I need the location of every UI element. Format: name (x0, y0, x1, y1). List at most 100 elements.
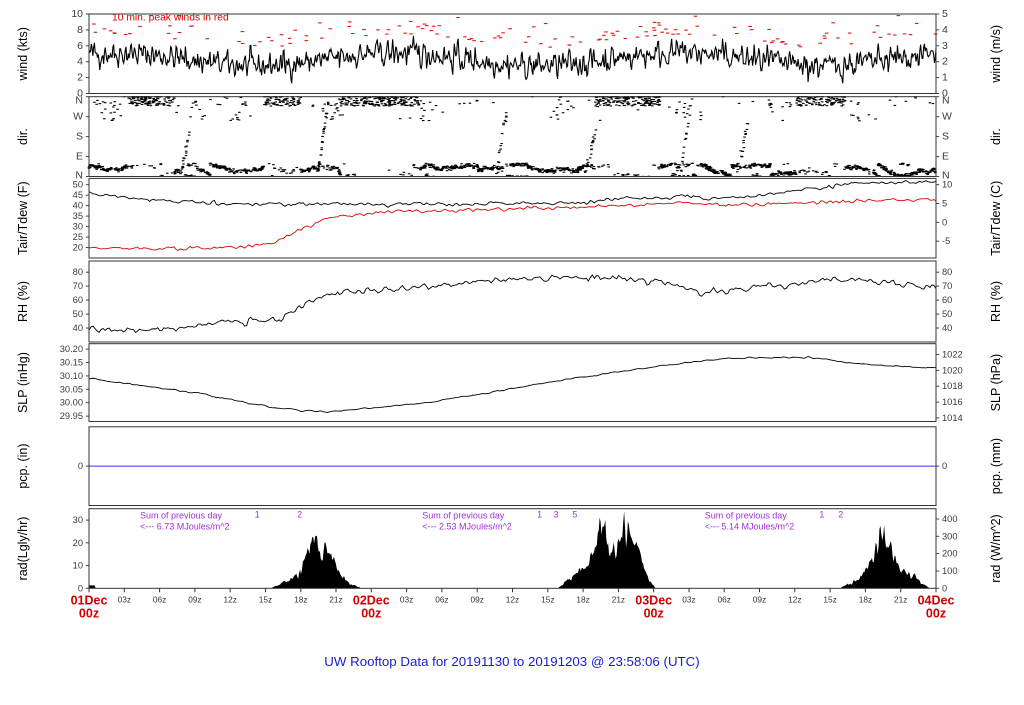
svg-text:2: 2 (838, 510, 843, 520)
svg-text:80: 80 (73, 267, 83, 277)
svg-text:400: 400 (942, 514, 958, 524)
svg-text:2: 2 (77, 72, 83, 84)
svg-text:10 min. peak winds in red: 10 min. peak winds in red (112, 12, 229, 23)
svg-text:12z: 12z (224, 594, 237, 604)
svg-text:30.00: 30.00 (60, 398, 83, 408)
svg-text:10: 10 (73, 561, 83, 571)
svg-text:18z: 18z (859, 594, 872, 604)
svg-text:03z: 03z (682, 594, 695, 604)
svg-text:Sum of previous day: Sum of previous day (422, 511, 505, 521)
svg-text:rad (W/m^2): rad (W/m^2) (989, 514, 1003, 582)
svg-text:E: E (942, 151, 949, 163)
svg-text:2: 2 (942, 56, 948, 68)
svg-text:300: 300 (942, 531, 958, 541)
svg-text:04Dec: 04Dec (918, 593, 955, 607)
svg-text:5: 5 (942, 199, 947, 209)
svg-text:35: 35 (73, 211, 83, 221)
svg-text:RH (%): RH (%) (16, 281, 30, 322)
svg-text:30: 30 (73, 222, 83, 232)
svg-text:100: 100 (942, 566, 958, 576)
svg-text:03Dec: 03Dec (635, 593, 672, 607)
svg-text:<--- 5.14 MJoules/m^2: <--- 5.14 MJoules/m^2 (705, 522, 795, 532)
svg-text:dir.: dir. (16, 128, 30, 145)
svg-text:Sum of previous day: Sum of previous day (140, 511, 223, 521)
svg-text:70: 70 (73, 281, 83, 291)
svg-text:<--- 2.53 MJoules/m^2: <--- 2.53 MJoules/m^2 (422, 522, 512, 532)
svg-text:03z: 03z (118, 594, 131, 604)
svg-text:40: 40 (73, 201, 83, 211)
svg-text:06z: 06z (153, 594, 166, 604)
svg-text:dir.: dir. (989, 128, 1003, 145)
svg-text:1022: 1022 (942, 350, 963, 360)
svg-text:00z: 00z (926, 606, 946, 620)
svg-text:<--- 6.73 MJoules/m^2: <--- 6.73 MJoules/m^2 (140, 522, 230, 532)
svg-text:10: 10 (71, 8, 83, 20)
svg-text:15z: 15z (823, 594, 836, 604)
svg-text:29.95: 29.95 (60, 411, 83, 421)
svg-text:4: 4 (77, 56, 83, 68)
svg-text:20: 20 (73, 243, 83, 253)
svg-text:wind (kts): wind (kts) (16, 27, 30, 81)
svg-text:60: 60 (942, 295, 952, 305)
svg-text:1014: 1014 (942, 413, 963, 423)
svg-text:1: 1 (255, 510, 260, 520)
svg-text:1: 1 (819, 510, 824, 520)
svg-text:45: 45 (73, 190, 83, 200)
svg-text:50: 50 (942, 309, 952, 319)
svg-text:10: 10 (942, 180, 952, 190)
svg-text:W: W (942, 111, 952, 123)
svg-text:18z: 18z (294, 594, 307, 604)
svg-text:N: N (942, 95, 950, 107)
svg-text:15z: 15z (541, 594, 554, 604)
svg-text:4: 4 (942, 24, 948, 36)
svg-text:15z: 15z (259, 594, 272, 604)
svg-text:30.10: 30.10 (60, 371, 83, 381)
svg-text:RH (%): RH (%) (989, 281, 1003, 322)
svg-text:09z: 09z (188, 594, 201, 604)
svg-text:8: 8 (77, 24, 83, 36)
svg-text:Tair/Tdew (F): Tair/Tdew (F) (16, 181, 30, 255)
svg-text:3: 3 (942, 40, 948, 52)
svg-text:30.05: 30.05 (60, 384, 83, 394)
svg-text:60: 60 (73, 295, 83, 305)
svg-text:rad(Lgly/hr): rad(Lgly/hr) (16, 517, 30, 581)
svg-text:21z: 21z (612, 594, 625, 604)
svg-text:0: 0 (78, 461, 83, 471)
svg-text:pcp. (mm): pcp. (mm) (989, 438, 1003, 494)
svg-text:SLP (inHg): SLP (inHg) (16, 352, 30, 413)
svg-text:00z: 00z (644, 606, 664, 620)
svg-text:25: 25 (73, 232, 83, 242)
svg-text:S: S (942, 131, 949, 143)
svg-text:3: 3 (553, 510, 558, 520)
svg-text:02Dec: 02Dec (353, 593, 390, 607)
svg-text:70: 70 (942, 281, 952, 291)
svg-text:00z: 00z (79, 606, 99, 620)
svg-text:40: 40 (73, 323, 83, 333)
svg-text:01Dec: 01Dec (71, 593, 108, 607)
svg-text:1018: 1018 (942, 381, 963, 391)
svg-text:80: 80 (942, 267, 952, 277)
svg-text:0: 0 (942, 583, 947, 593)
svg-text:06z: 06z (718, 594, 731, 604)
svg-text:0: 0 (78, 583, 83, 593)
svg-text:21z: 21z (894, 594, 907, 604)
svg-text:1: 1 (942, 72, 948, 84)
svg-text:20: 20 (73, 538, 83, 548)
svg-text:wind (m/s): wind (m/s) (989, 25, 1003, 84)
svg-text:18z: 18z (576, 594, 589, 604)
svg-text:200: 200 (942, 549, 958, 559)
svg-text:1: 1 (537, 510, 542, 520)
svg-text:06z: 06z (435, 594, 448, 604)
svg-text:6: 6 (77, 40, 83, 52)
svg-text:09z: 09z (471, 594, 484, 604)
svg-text:40: 40 (942, 323, 952, 333)
svg-text:1020: 1020 (942, 365, 963, 375)
svg-text:12z: 12z (788, 594, 801, 604)
svg-text:09z: 09z (753, 594, 766, 604)
svg-text:00z: 00z (361, 606, 381, 620)
svg-text:Sum of previous day: Sum of previous day (705, 511, 788, 521)
svg-text:30: 30 (73, 515, 83, 525)
svg-text:UW Rooftop Data for 20191130: UW Rooftop Data for 20191130 to 20191203… (324, 654, 699, 669)
svg-text:E: E (76, 151, 83, 163)
svg-text:5: 5 (572, 510, 577, 520)
